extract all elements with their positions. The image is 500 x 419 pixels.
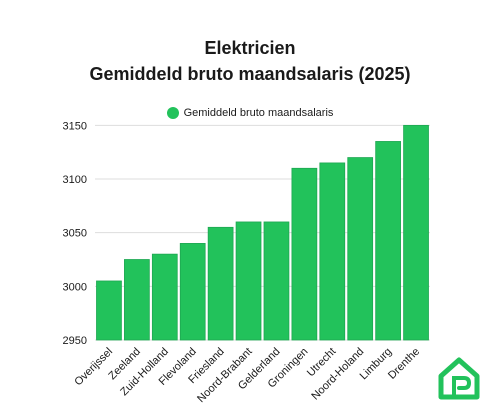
bar <box>291 167 318 341</box>
x-tick-label: Drenthe <box>386 346 422 382</box>
y-tick-label: 3050 <box>63 228 87 240</box>
y-tick-label: 3100 <box>63 174 87 186</box>
bar <box>96 280 122 341</box>
bar <box>263 221 290 341</box>
chart-legend: Gemiddeld bruto maandsalaris <box>0 107 500 119</box>
legend-label: Gemiddeld bruto maandsalaris <box>183 107 334 119</box>
x-tick-label: Overijssel <box>72 346 115 389</box>
chart-title: Elektricien <box>204 38 296 58</box>
bar <box>347 157 374 341</box>
bar <box>124 259 150 341</box>
bar <box>319 162 346 341</box>
bar <box>403 124 429 341</box>
y-tick-label: 2950 <box>63 335 87 347</box>
bar <box>179 243 206 341</box>
bar <box>207 226 234 341</box>
house-logo-icon <box>438 357 480 400</box>
y-tick-label: 3000 <box>63 281 87 293</box>
chart-subtitle: Gemiddeld bruto maandsalaris (2025) <box>89 64 411 84</box>
bar <box>151 253 178 341</box>
y-tick-label: 3150 <box>63 120 87 132</box>
bar <box>375 141 401 341</box>
bar <box>235 221 262 341</box>
legend-swatch <box>166 107 179 119</box>
